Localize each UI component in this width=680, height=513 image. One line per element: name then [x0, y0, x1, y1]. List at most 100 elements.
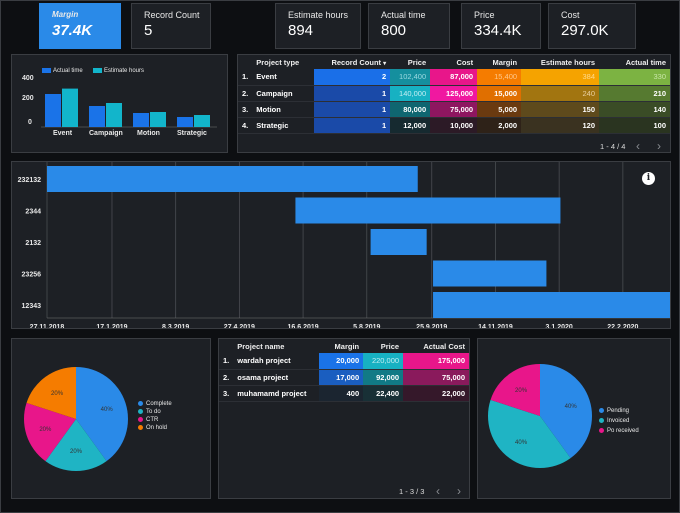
legend-label: Actual time [53, 68, 83, 75]
legend-label: Invoiced [607, 418, 630, 424]
pie-slice-label: 20% [39, 427, 52, 433]
prev-page-icon[interactable]: ‹ [436, 484, 440, 498]
pagination: 1 - 4 / 4 ‹ › [600, 139, 661, 153]
cell-price: 22,400 [363, 385, 404, 402]
legend-item-pending: Pending [599, 406, 639, 416]
cell-actual: 330 [599, 69, 670, 86]
kpi-estimate-hours-label: Estimate hours [288, 10, 349, 20]
legend-item-invoiced: Invoiced [599, 416, 639, 426]
cell-type: Campaign [252, 85, 315, 102]
legend-label: On hold [146, 425, 168, 431]
x-tick-date: 16.6.2019 [288, 324, 319, 328]
legend-dot [138, 400, 143, 406]
col-index [219, 339, 234, 353]
kpi-actual-time[interactable]: Actual time 800 [368, 3, 450, 49]
x-tick-date: 5.8.2019 [353, 324, 380, 328]
cell-estimate: 120 [521, 117, 600, 134]
table-row[interactable]: 2. osama project 17,000 92,000 75,000 [219, 369, 469, 386]
row-index: 3. [219, 385, 234, 402]
col-margin[interactable]: Margin [477, 55, 522, 69]
col-project-name[interactable]: Project name [233, 339, 320, 353]
kpi-record-count[interactable]: Record Count 5 [131, 3, 211, 49]
legend-swatch [42, 68, 51, 73]
pie-slice-label: 20% [70, 449, 83, 455]
cell-cost: 175,000 [403, 353, 469, 370]
x-tick-date: 14.11.2019 [478, 324, 513, 328]
timeline-chart: 27.11.2018 17.1.2019 8.3.2019 27.4.2019 16.6… [18, 162, 670, 328]
legend-item-on-hold: On hold [138, 424, 172, 432]
row-index: 2. [219, 369, 234, 386]
cell-actual: 140 [599, 101, 670, 118]
cell-type: Strategic [252, 117, 315, 134]
pie-slice-label: 40% [101, 407, 114, 413]
x-tick-motion: Motion [137, 130, 160, 137]
legend-dot [138, 416, 143, 422]
cell-price: 12,000 [390, 117, 431, 134]
cell-price: 80,000 [390, 101, 431, 118]
pie-slice-label: 20% [515, 388, 528, 394]
y-tick-project-id: 2132 [25, 240, 41, 247]
col-index [238, 55, 253, 69]
col-price[interactable]: Price [363, 339, 404, 353]
col-estimate-hours[interactable]: Estimate hours [521, 55, 600, 69]
legend-item-complete: Complete [138, 400, 172, 408]
next-page-icon[interactable]: › [657, 139, 661, 153]
col-record-count[interactable]: Record Count ▾ [314, 55, 391, 69]
col-actual-cost[interactable]: Actual Cost [403, 339, 469, 353]
legend-label: Po received [607, 428, 639, 434]
timeline-bar-12343 [433, 292, 670, 318]
legend-item-po-received: Po received [599, 426, 639, 436]
legend-label: CTR [146, 417, 159, 423]
table-row[interactable]: 3. Motion 1 80,000 75,000 5,000 150 140 [238, 101, 670, 118]
next-page-icon[interactable]: › [457, 484, 461, 498]
y-tick-project-id: 12343 [22, 303, 42, 310]
status-pie-chart: 40% 20% 20% 20% [24, 367, 128, 471]
legend-label: Complete [146, 401, 172, 407]
y-tick-project-id: 232132 [18, 177, 41, 184]
col-price[interactable]: Price [390, 55, 431, 69]
row-index: 3. [238, 101, 253, 118]
kpi-cost-label: Cost [561, 10, 580, 20]
table-row[interactable]: 1. wardah project 20,000 220,000 175,000 [219, 353, 469, 370]
info-icon[interactable]: i [642, 172, 655, 185]
table-row[interactable]: 4. Strategic 1 12,000 10,000 2,000 120 1… [238, 117, 670, 134]
cell-cost: 75,000 [430, 101, 478, 118]
pie-slice-to-do [45, 419, 107, 471]
x-tick-date: 22.2.2020 [607, 324, 638, 328]
kpi-price[interactable]: Price 334.4K [461, 3, 541, 49]
y-tick: 400 [22, 75, 34, 82]
col-project-type[interactable]: Project type [252, 55, 315, 69]
caret-down-icon: ▾ [383, 60, 387, 67]
col-cost[interactable]: Cost [430, 55, 478, 69]
kpi-margin[interactable]: Margin 37.4K [39, 3, 121, 49]
legend-dot [138, 424, 143, 430]
table-row[interactable]: 2. Campaign 1 140,000 125,000 15,000 240… [238, 85, 670, 102]
kpi-price-label: Price [474, 10, 495, 20]
cell-cost: 10,000 [430, 117, 478, 134]
table-row[interactable]: 1. Event 2 102,400 87,000 15,400 384 330 [238, 69, 670, 86]
kpi-margin-value: 37.4K [52, 22, 93, 39]
cell-type: Motion [252, 101, 315, 118]
kpi-cost-value: 297.0K [561, 22, 609, 39]
timeline-bar-23256 [433, 260, 547, 287]
col-actual-time[interactable]: Actual time [599, 55, 670, 69]
cell-count: 2 [314, 69, 391, 86]
timeline-card: 27.11.2018 17.1.2019 8.3.2019 27.4.2019 16.6… [11, 161, 671, 329]
project-type-table-card: Project type Record Count ▾ Price Cost M… [237, 54, 671, 153]
cell-name: wardah project [233, 353, 320, 370]
col-margin[interactable]: Margin [319, 339, 364, 353]
bar-event-actual [45, 94, 61, 127]
cell-actual: 210 [599, 85, 670, 102]
prev-page-icon[interactable]: ‹ [636, 139, 640, 153]
pie-slice-on-hold [26, 367, 77, 419]
x-tick-date: 3.1.2020 [546, 324, 573, 328]
kpi-cost[interactable]: Cost 297.0K [548, 3, 636, 49]
status-pie-card: 40% 20% 20% 20% Complete To do CTR On hold [11, 338, 211, 499]
table-row[interactable]: 3. muhamamd project 400 22,400 22,000 [219, 385, 469, 402]
cell-margin: 400 [319, 385, 364, 402]
cell-cost: 75,000 [403, 369, 469, 386]
kpi-estimate-hours[interactable]: Estimate hours 894 [275, 3, 361, 49]
cell-estimate: 150 [521, 101, 600, 118]
bar-campaign-estimate [106, 103, 122, 127]
cell-cost: 87,000 [430, 69, 478, 86]
